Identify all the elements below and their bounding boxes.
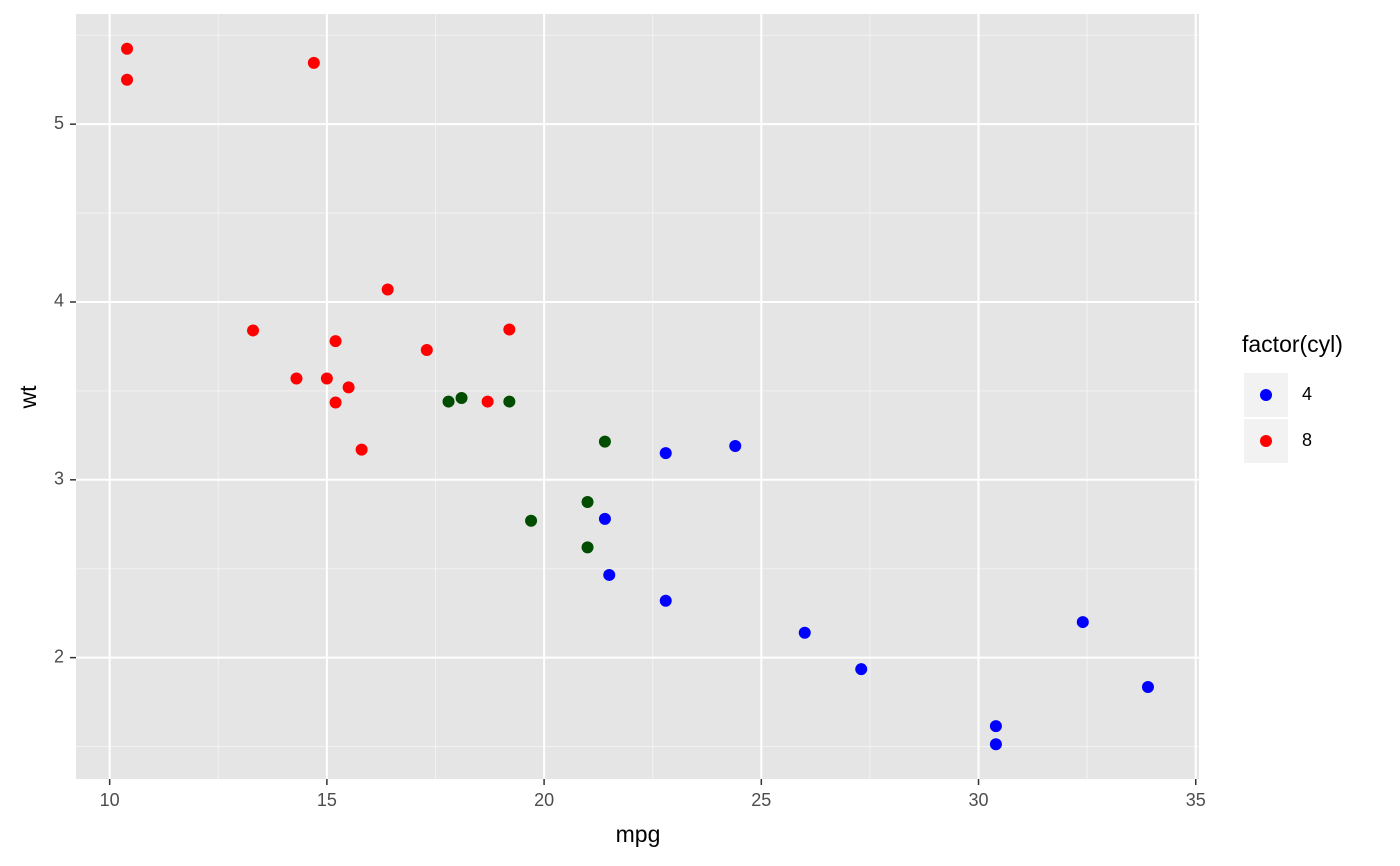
y-tick-label: 5	[54, 113, 64, 133]
x-tick-label: 15	[317, 790, 337, 810]
point	[290, 372, 303, 385]
legend-marker	[1260, 389, 1272, 401]
point	[1076, 616, 1089, 629]
legend-label: 8	[1302, 430, 1312, 450]
point	[247, 324, 260, 337]
legend-label: 4	[1302, 384, 1312, 404]
point	[1141, 680, 1154, 693]
x-tick-label: 30	[969, 790, 989, 810]
point	[442, 395, 455, 408]
point	[581, 541, 594, 554]
x-tick-label: 25	[751, 790, 771, 810]
point	[329, 335, 342, 348]
x-tick-label: 10	[100, 790, 120, 810]
point	[603, 568, 616, 581]
y-tick-label: 3	[54, 469, 64, 489]
point	[598, 512, 611, 525]
point	[121, 42, 134, 55]
point	[659, 594, 672, 607]
point	[342, 381, 355, 394]
point	[798, 626, 811, 639]
point	[989, 738, 1002, 751]
x-tick-label: 35	[1186, 790, 1206, 810]
point	[320, 372, 333, 385]
y-tick-label: 2	[54, 646, 64, 666]
point	[481, 395, 494, 408]
point	[420, 344, 433, 357]
y-tick-label: 4	[54, 291, 64, 311]
point	[525, 514, 538, 527]
y-axis-title: wt	[15, 385, 41, 410]
point	[503, 323, 516, 336]
point	[659, 447, 672, 460]
point	[503, 395, 516, 408]
point	[729, 440, 742, 453]
point	[329, 396, 342, 409]
point	[455, 392, 468, 405]
point	[855, 663, 868, 676]
point	[355, 443, 368, 456]
panel	[76, 14, 1199, 779]
point	[307, 56, 320, 69]
point	[121, 73, 134, 86]
point	[381, 283, 394, 296]
point	[989, 720, 1002, 733]
point	[598, 435, 611, 448]
legend-marker	[1260, 435, 1272, 447]
legend-title: factor(cyl)	[1242, 331, 1343, 357]
x-tick-label: 20	[534, 790, 554, 810]
x-axis-title: mpg	[616, 821, 661, 847]
point	[581, 496, 594, 509]
